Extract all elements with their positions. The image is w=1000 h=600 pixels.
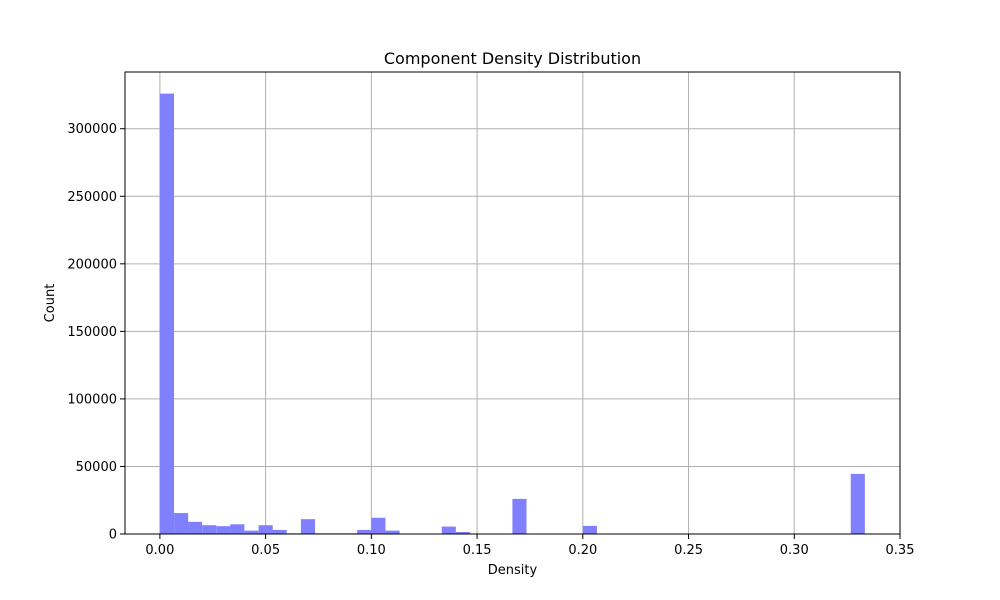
histogram-bar <box>582 525 597 534</box>
histogram-bar <box>371 517 386 534</box>
histogram-bar <box>258 525 273 534</box>
x-tick-label: 0.15 <box>463 543 492 558</box>
histogram-bar <box>216 526 231 534</box>
histogram-bar <box>202 525 217 534</box>
x-axis-label: Density <box>488 563 538 578</box>
histogram-bar <box>850 473 865 534</box>
y-tick-label: 150000 <box>67 325 117 340</box>
x-tick-label: 0.00 <box>145 543 174 558</box>
histogram-bars <box>159 93 865 534</box>
y-tick-label: 50000 <box>76 460 117 475</box>
grid-lines <box>125 72 901 535</box>
histogram-bar <box>385 530 400 534</box>
histogram-bar <box>512 498 527 534</box>
histogram-bar <box>441 526 456 534</box>
x-tick-label: 0.20 <box>568 543 597 558</box>
histogram-bar <box>357 529 372 534</box>
histogram-bar <box>300 519 316 534</box>
x-axis-ticks: 0.00 0.05 0.10 0.15 0.20 0.25 0.30 0.35 <box>145 534 914 558</box>
x-tick-label: 0.05 <box>251 543 280 558</box>
x-tick-label: 0.25 <box>674 543 703 558</box>
x-tick-label: 0.10 <box>357 543 386 558</box>
x-tick-label: 0.30 <box>780 543 809 558</box>
chart-title: Component Density Distribution <box>384 49 641 68</box>
histogram-bar <box>174 513 189 534</box>
x-tick-label: 0.35 <box>886 543 915 558</box>
y-tick-label: 300000 <box>67 122 117 137</box>
histogram-bar <box>188 521 203 534</box>
y-tick-label: 200000 <box>67 257 117 272</box>
y-tick-label: 100000 <box>67 392 117 407</box>
histogram-bar <box>230 524 245 534</box>
y-tick-label: 250000 <box>67 190 117 205</box>
histogram-bar <box>244 530 259 534</box>
plot-frame <box>124 71 901 535</box>
histogram-bar <box>455 531 471 534</box>
y-axis-ticks: 0 50000 100000 150000 200000 250000 300000 <box>67 122 125 543</box>
y-axis-label: Count <box>43 284 58 323</box>
y-tick-label: 0 <box>109 528 117 543</box>
histogram-bar <box>159 93 174 534</box>
histogram-bar <box>272 529 287 534</box>
